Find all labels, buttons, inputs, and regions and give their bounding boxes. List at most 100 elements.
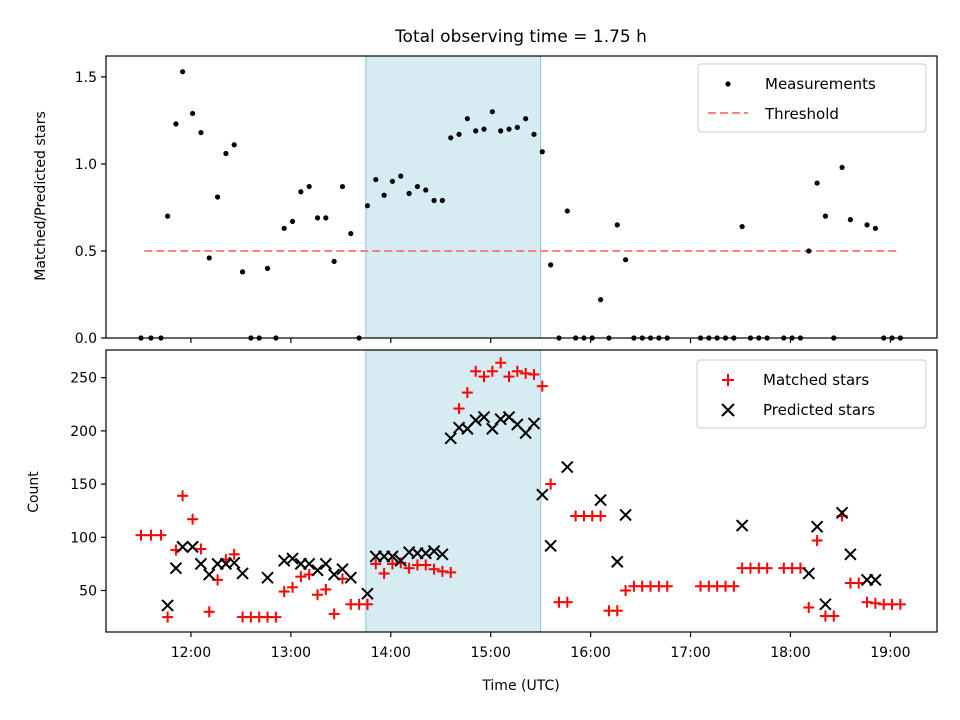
matched-star-point (511, 365, 523, 377)
top-y-axis-label: Matched/Predicted stars (33, 111, 49, 281)
matched-star-point (311, 589, 323, 601)
bottom-y-tick-label: 150 (70, 477, 97, 493)
matched-star-point (203, 606, 215, 618)
measurement-point (381, 192, 387, 198)
top-observing-span (365, 55, 542, 339)
measurement-point (398, 173, 404, 179)
predicted-star-point (536, 488, 549, 501)
measurement-point (339, 183, 346, 190)
measurement-point (498, 128, 504, 134)
measurement-point (564, 208, 570, 214)
predicted-star-point (228, 556, 241, 570)
measurement-point (464, 116, 470, 122)
matched-star-point (470, 365, 482, 377)
measurement-point (489, 109, 495, 115)
bottom-plot-frame (105, 349, 938, 633)
predicted-star-point (344, 571, 358, 584)
top-y-tick-label: 1.0 (75, 157, 97, 173)
measurement-points (138, 69, 903, 341)
matched-star-point (561, 596, 573, 608)
matched-star-point (453, 403, 465, 415)
bottom-y-tick-label: 50 (79, 583, 97, 599)
top-panel: Total observing time = 1.75 h Matched/Pr… (33, 27, 938, 347)
matched-star-point (135, 529, 147, 541)
measurement-point (306, 183, 312, 190)
bottom-x-tick-label: 15:00 (471, 645, 511, 661)
measurement-point (614, 222, 620, 228)
predicted-star-point (161, 599, 174, 612)
matched-star-point (611, 605, 623, 617)
matched-star-point (162, 611, 174, 623)
predicted-star-point (527, 417, 541, 430)
measurement-point (373, 176, 379, 183)
measurement-point (473, 128, 479, 134)
predicted-star-point (319, 557, 333, 571)
top-plot-frame (105, 55, 938, 339)
predicted-star-point (236, 567, 249, 580)
measurement-point (523, 116, 529, 122)
measurement-point (223, 150, 229, 157)
top-legend: Measurements Threshold (697, 63, 927, 133)
measurement-point (198, 129, 204, 136)
bottom-x-tick-label: 16:00 (570, 645, 610, 661)
matched-star-point (155, 529, 167, 541)
matched-star-point (386, 558, 398, 570)
matched-star-point (370, 558, 382, 570)
matched-stars-points (135, 357, 906, 623)
matched-star-point (869, 597, 881, 609)
legend-predicted-marker (721, 403, 735, 417)
predicted-star-point (611, 555, 624, 568)
measurement-point (323, 215, 329, 221)
measurement-point (514, 124, 520, 130)
predicted-star-point (203, 568, 216, 581)
measurement-point (506, 126, 512, 132)
bottom-y-ticks: 50 100 150 200 250 (70, 371, 106, 599)
top-legend-box (697, 63, 927, 133)
matched-star-point (728, 580, 740, 592)
bottom-x-ticks: 12:00 13:00 14:00 15:00 16:00 17:00 18:00 19:00 (171, 632, 911, 661)
measurement-point (314, 215, 321, 221)
measurement-point (806, 248, 812, 254)
measurement-point (864, 222, 870, 228)
measurement-point (214, 194, 221, 200)
measurement-point (548, 262, 554, 268)
predicted-star-point (444, 432, 457, 445)
bottom-y-tick-label: 100 (70, 530, 97, 546)
matched-star-point (661, 580, 673, 592)
matched-star-point (486, 365, 498, 377)
measurement-point (423, 187, 429, 193)
measurement-point (531, 131, 537, 137)
top-y-tick-label: 0.0 (75, 331, 97, 347)
matched-star-point (520, 367, 532, 379)
top-y-ticks: 0.0 0.5 1.0 1.5 (75, 70, 106, 347)
matched-star-point (428, 563, 440, 575)
predicted-star-point (361, 587, 374, 600)
matched-star-point (177, 490, 189, 502)
matched-star-point (853, 577, 865, 589)
measurement-point (298, 189, 304, 195)
legend-threshold-label: Threshold (764, 105, 839, 123)
predicted-star-point (819, 598, 832, 611)
measurement-point (539, 149, 545, 155)
measurement-point (289, 218, 296, 224)
predicted-star-point (802, 567, 815, 580)
matched-star-point (395, 557, 407, 569)
predicted-star-point (327, 568, 341, 581)
measurement-point (264, 265, 271, 271)
bottom-panel: Count Time (UTC) 50 100 150 200 250 12:00 13:… (26, 349, 938, 694)
legend-measurements-label: Measurements (765, 75, 876, 93)
bottom-x-tick-label: 13:00 (271, 645, 311, 661)
predicted-star-point (619, 508, 632, 522)
matched-star-point (278, 586, 290, 598)
measurement-point (822, 213, 829, 219)
measurement-point (281, 225, 287, 231)
measurement-point (239, 269, 246, 275)
measurement-point (180, 69, 186, 75)
matched-star-point (595, 510, 607, 522)
matched-star-point (445, 566, 457, 578)
legend-matched-label: Matched stars (763, 371, 869, 389)
measurement-point (414, 183, 421, 190)
matched-star-point (320, 583, 332, 595)
measurement-point (231, 142, 237, 148)
